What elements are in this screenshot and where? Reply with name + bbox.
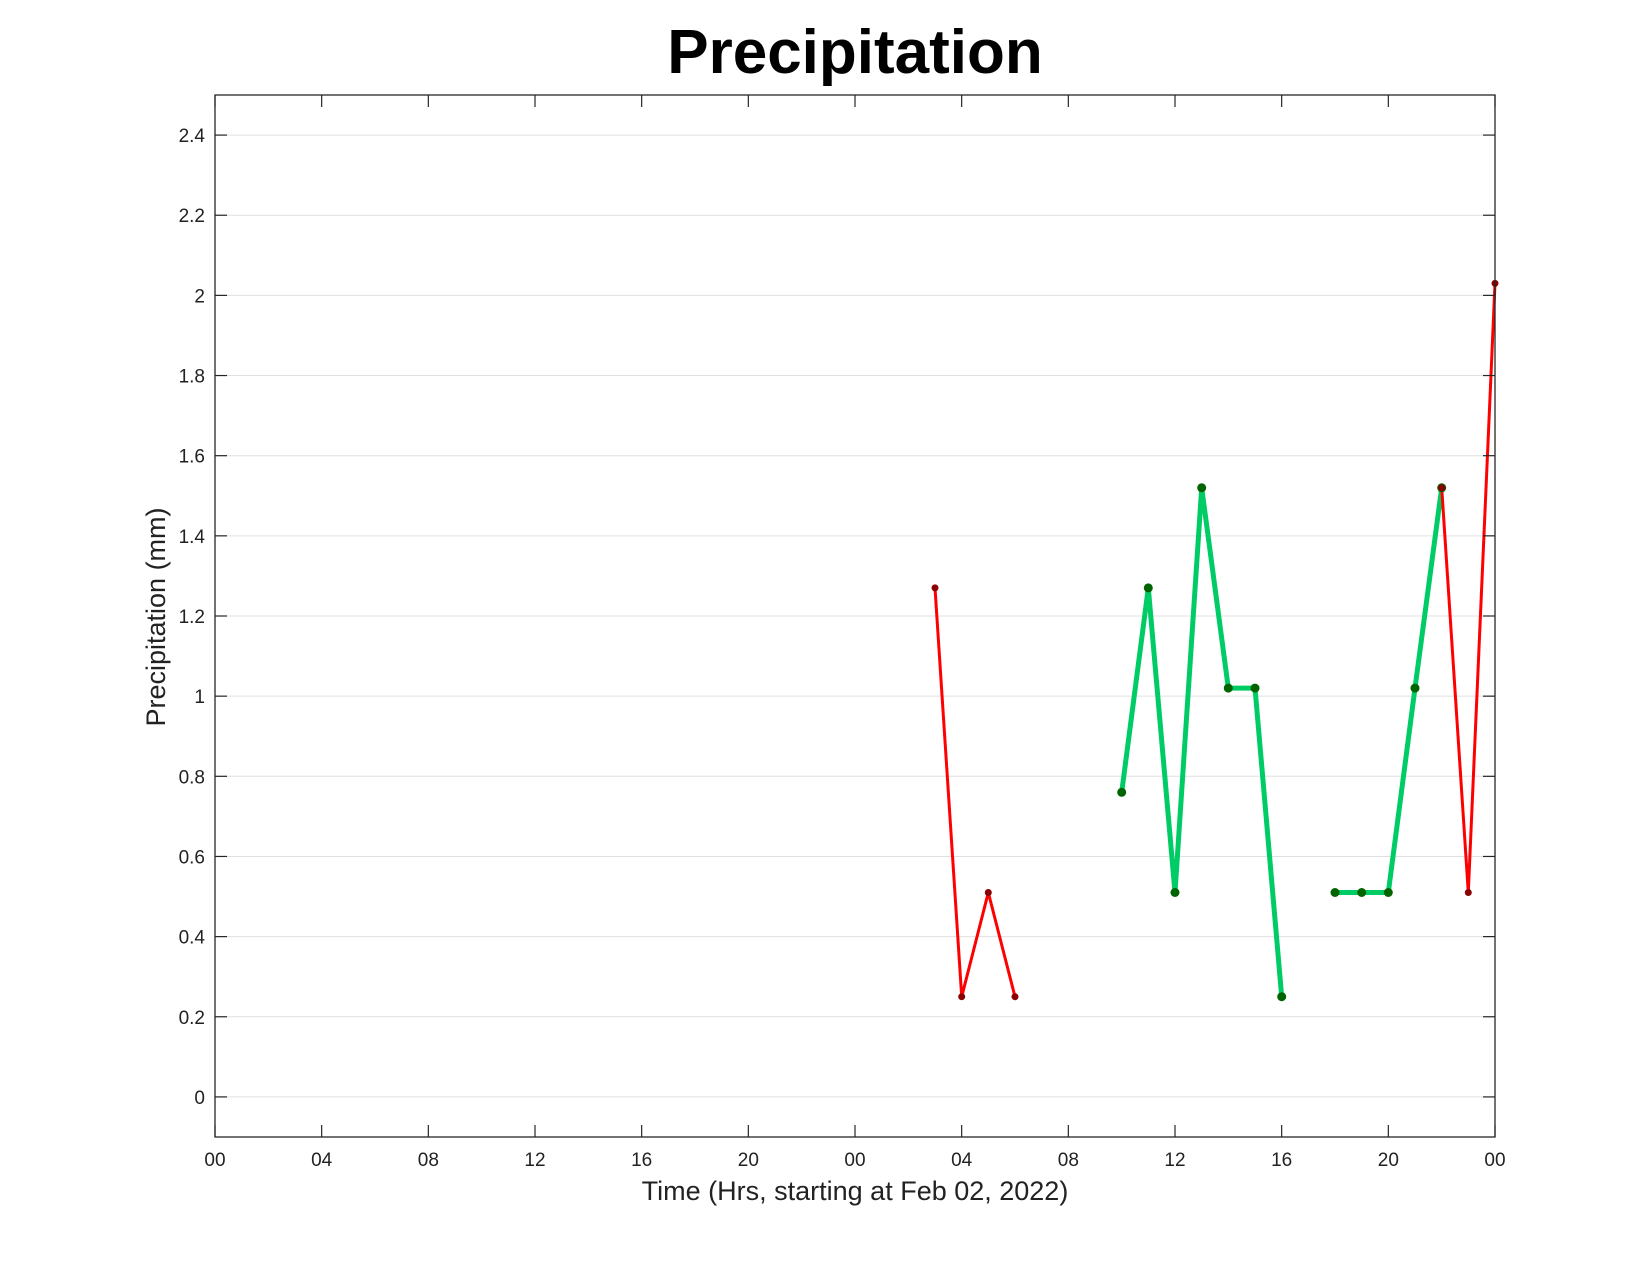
green-data-point (1223, 683, 1233, 693)
red-data-point (1011, 993, 1019, 1001)
series-markers (931, 279, 1499, 1002)
y-tick-label: 1.4 (179, 527, 206, 548)
x-tick-label: 08 (1058, 1150, 1079, 1171)
green-data-point (1250, 683, 1260, 693)
green-data-point (1143, 583, 1153, 593)
x-tick-label: 04 (951, 1150, 973, 1171)
green-data-point (1277, 992, 1287, 1002)
green-data-point (1197, 483, 1207, 493)
x-tick-labels: 00 04 08 12 16 20 00 04 08 12 16 20 00 (204, 1150, 1505, 1171)
y-tick-label: 2.2 (179, 206, 205, 227)
y-tick-label: 2.4 (179, 126, 206, 147)
y-tick-label: 0.8 (179, 767, 205, 788)
green-data-point (1383, 888, 1393, 897)
green-data-point (1117, 787, 1127, 797)
red-series-line (933, 586, 1017, 999)
x-axis-label: Time (Hrs, starting at Feb 02, 2022) (642, 1176, 1069, 1206)
red-data-point (958, 993, 966, 1001)
x-tick-label: 20 (1378, 1150, 1399, 1171)
green-data-point (1170, 888, 1180, 897)
y-tick-label: 1.6 (179, 447, 205, 468)
red-data-point (984, 889, 992, 896)
y-tick-labels: 0 0.2 0.4 0.6 0.8 1 1.2 1.4 1.6 1.8 2 2.2 2.4 (179, 126, 206, 1109)
green-data-point (1330, 888, 1340, 897)
y-tick-label: 2 (194, 286, 205, 307)
y-axis-label: Precipitation (mm) (141, 507, 171, 726)
y-tick-label: 0.4 (179, 928, 206, 949)
y-tick-label: 0.6 (179, 847, 205, 868)
x-tick-label: 20 (738, 1150, 759, 1171)
x-tick-label: 12 (1164, 1150, 1185, 1171)
y-tick-label: 0 (194, 1088, 205, 1109)
gridlines (215, 134, 1495, 1098)
red-data-point (931, 584, 939, 592)
x-tick-label: 00 (844, 1150, 865, 1171)
x-tick-label: 12 (524, 1150, 545, 1171)
green-data-point (1357, 888, 1367, 897)
red-data-point (1438, 484, 1446, 492)
x-tick-label: 00 (204, 1150, 225, 1171)
x-tick-label: 16 (1271, 1150, 1292, 1171)
y-tick-label: 0.2 (179, 1008, 205, 1029)
y-tick-label: 1.2 (179, 607, 205, 628)
y-tick-label: 1 (194, 687, 205, 708)
red-data-point (1464, 889, 1472, 896)
axis-ticks (214, 95, 1496, 1137)
x-tick-label: 04 (311, 1150, 333, 1171)
x-tick-label: 16 (631, 1150, 652, 1171)
chart-title: Precipitation (667, 18, 1043, 87)
x-tick-label: 08 (418, 1150, 439, 1171)
x-tick-label: 00 (1484, 1150, 1505, 1171)
y-tick-label: 1.8 (179, 367, 205, 388)
green-data-point (1410, 683, 1420, 693)
